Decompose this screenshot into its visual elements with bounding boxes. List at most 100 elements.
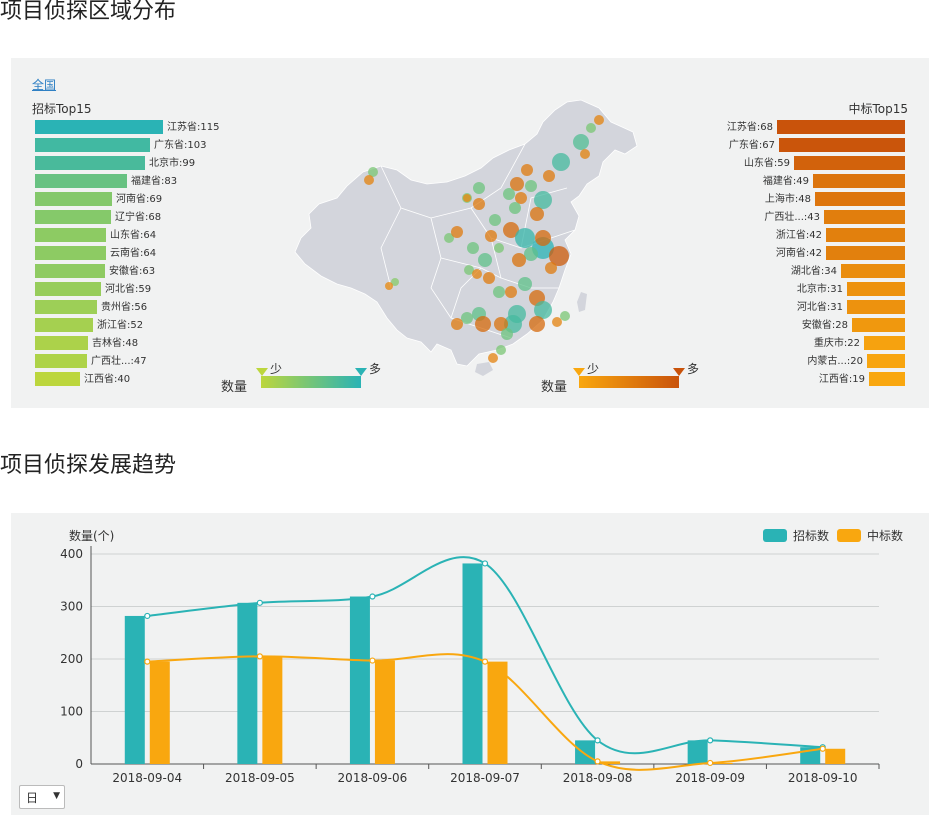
series-point[interactable] bbox=[594, 737, 601, 744]
rank-row[interactable]: 广西壮...:47 bbox=[35, 354, 255, 368]
rank-bar[interactable] bbox=[826, 246, 905, 260]
map-bubble[interactable] bbox=[493, 286, 505, 298]
map-bubble[interactable] bbox=[545, 262, 557, 274]
series-point[interactable] bbox=[144, 612, 151, 620]
rank-row[interactable]: 河北省:31 bbox=[685, 300, 905, 314]
map-bubble[interactable] bbox=[364, 175, 374, 185]
map-bubble[interactable] bbox=[461, 312, 473, 324]
rank-bar[interactable] bbox=[815, 192, 905, 206]
rank-bar[interactable] bbox=[847, 282, 905, 296]
rank-row[interactable]: 重庆市:22 bbox=[685, 336, 905, 350]
right-legend-low-marker[interactable] bbox=[573, 368, 585, 376]
series-point[interactable] bbox=[707, 759, 714, 767]
rank-bar[interactable] bbox=[35, 228, 106, 242]
map-bubble[interactable] bbox=[463, 194, 471, 202]
rank-bar[interactable] bbox=[841, 264, 905, 278]
map-bubble[interactable] bbox=[496, 345, 506, 355]
map-bubble[interactable] bbox=[444, 233, 454, 243]
map-bubble[interactable] bbox=[594, 115, 604, 125]
bar-win[interactable] bbox=[600, 761, 621, 764]
rank-bar[interactable] bbox=[35, 264, 105, 278]
map-bubble[interactable] bbox=[580, 149, 590, 159]
rank-row[interactable]: 山东省:64 bbox=[35, 228, 255, 242]
bar-bid[interactable] bbox=[349, 596, 370, 764]
rank-row[interactable]: 安徽省:28 bbox=[685, 318, 905, 332]
rank-row[interactable]: 安徽省:63 bbox=[35, 264, 255, 278]
map-bubble[interactable] bbox=[489, 214, 501, 226]
series-point[interactable] bbox=[256, 599, 263, 606]
rank-bar[interactable] bbox=[869, 372, 905, 386]
map-bubble[interactable] bbox=[560, 311, 570, 321]
bar-bid[interactable] bbox=[687, 740, 708, 764]
map-bubble[interactable] bbox=[543, 170, 555, 182]
bar-win[interactable] bbox=[262, 656, 283, 764]
rank-bar[interactable] bbox=[824, 210, 905, 224]
rank-bar[interactable] bbox=[777, 120, 905, 134]
map-bubble[interactable] bbox=[472, 269, 482, 279]
map-bubble[interactable] bbox=[385, 282, 393, 290]
map-bubble[interactable] bbox=[509, 202, 521, 214]
rank-row[interactable]: 河南省:42 bbox=[685, 246, 905, 260]
rank-bar[interactable] bbox=[35, 210, 111, 224]
map-bubble[interactable] bbox=[521, 164, 533, 176]
rank-bar[interactable] bbox=[813, 174, 905, 188]
bar-bid[interactable] bbox=[124, 615, 145, 764]
bar-win[interactable] bbox=[374, 660, 395, 764]
rank-bar[interactable] bbox=[826, 228, 905, 242]
map-bubble[interactable] bbox=[494, 243, 504, 253]
series-point[interactable] bbox=[707, 737, 714, 744]
map-bubble[interactable] bbox=[503, 222, 519, 238]
rank-row[interactable]: 广东省:67 bbox=[685, 138, 905, 152]
bar-win[interactable] bbox=[825, 748, 846, 764]
rank-bar[interactable] bbox=[35, 192, 112, 206]
rank-bar[interactable] bbox=[35, 318, 93, 332]
rank-row[interactable]: 河北省:59 bbox=[35, 282, 255, 296]
map-bubble[interactable] bbox=[368, 167, 378, 177]
map-bubble[interactable] bbox=[473, 198, 485, 210]
right-legend-high-marker[interactable] bbox=[673, 368, 685, 376]
rank-bar[interactable] bbox=[35, 300, 97, 314]
map-bubble[interactable] bbox=[473, 182, 485, 194]
map-bubble[interactable] bbox=[529, 316, 545, 332]
rank-row[interactable]: 广西壮...:43 bbox=[685, 210, 905, 224]
series-point[interactable] bbox=[481, 658, 489, 665]
rank-bar[interactable] bbox=[35, 120, 163, 134]
series-point[interactable] bbox=[144, 658, 151, 665]
rank-row[interactable]: 贵州省:56 bbox=[35, 300, 255, 314]
map-bubble[interactable] bbox=[510, 177, 524, 191]
map-bubble[interactable] bbox=[464, 265, 474, 275]
map-bubble[interactable] bbox=[451, 226, 463, 238]
granularity-select[interactable]: 日 ▼ bbox=[19, 785, 65, 809]
series-point[interactable] bbox=[369, 657, 376, 664]
map-bubble[interactable] bbox=[494, 317, 508, 331]
rank-bar[interactable] bbox=[794, 156, 905, 170]
map-bubble[interactable] bbox=[549, 246, 569, 266]
rank-row[interactable]: 云南省:64 bbox=[35, 246, 255, 260]
rank-bar[interactable] bbox=[35, 246, 106, 260]
series-point[interactable] bbox=[369, 593, 376, 600]
rank-row[interactable]: 江西省:40 bbox=[35, 372, 255, 386]
map-bubble[interactable] bbox=[501, 328, 513, 340]
legend-swatch-bid[interactable] bbox=[763, 529, 787, 542]
rank-row[interactable]: 吉林省:48 bbox=[35, 336, 255, 350]
rank-bar[interactable] bbox=[35, 174, 127, 188]
map-bubble[interactable] bbox=[391, 278, 399, 286]
rank-row[interactable]: 上海市:48 bbox=[685, 192, 905, 206]
rank-row[interactable]: 辽宁省:68 bbox=[35, 210, 255, 224]
rank-row[interactable]: 江西省:19 bbox=[685, 372, 905, 386]
rank-bar[interactable] bbox=[35, 336, 88, 350]
rank-bar[interactable] bbox=[35, 354, 87, 368]
series-point[interactable] bbox=[819, 745, 826, 752]
map-bubble[interactable] bbox=[512, 253, 526, 267]
map-bubble[interactable] bbox=[451, 318, 463, 330]
rank-bar[interactable] bbox=[35, 372, 80, 386]
legend-swatch-win[interactable] bbox=[837, 529, 861, 542]
rank-row[interactable]: 江苏省:68 bbox=[685, 120, 905, 134]
bar-win[interactable] bbox=[149, 661, 170, 764]
map-bubble[interactable] bbox=[534, 301, 552, 319]
bar-bid[interactable] bbox=[575, 740, 596, 764]
map-bubble[interactable] bbox=[552, 317, 562, 327]
series-point[interactable] bbox=[481, 560, 489, 567]
bar-bid[interactable] bbox=[462, 563, 483, 764]
rank-row[interactable]: 河南省:69 bbox=[35, 192, 255, 206]
